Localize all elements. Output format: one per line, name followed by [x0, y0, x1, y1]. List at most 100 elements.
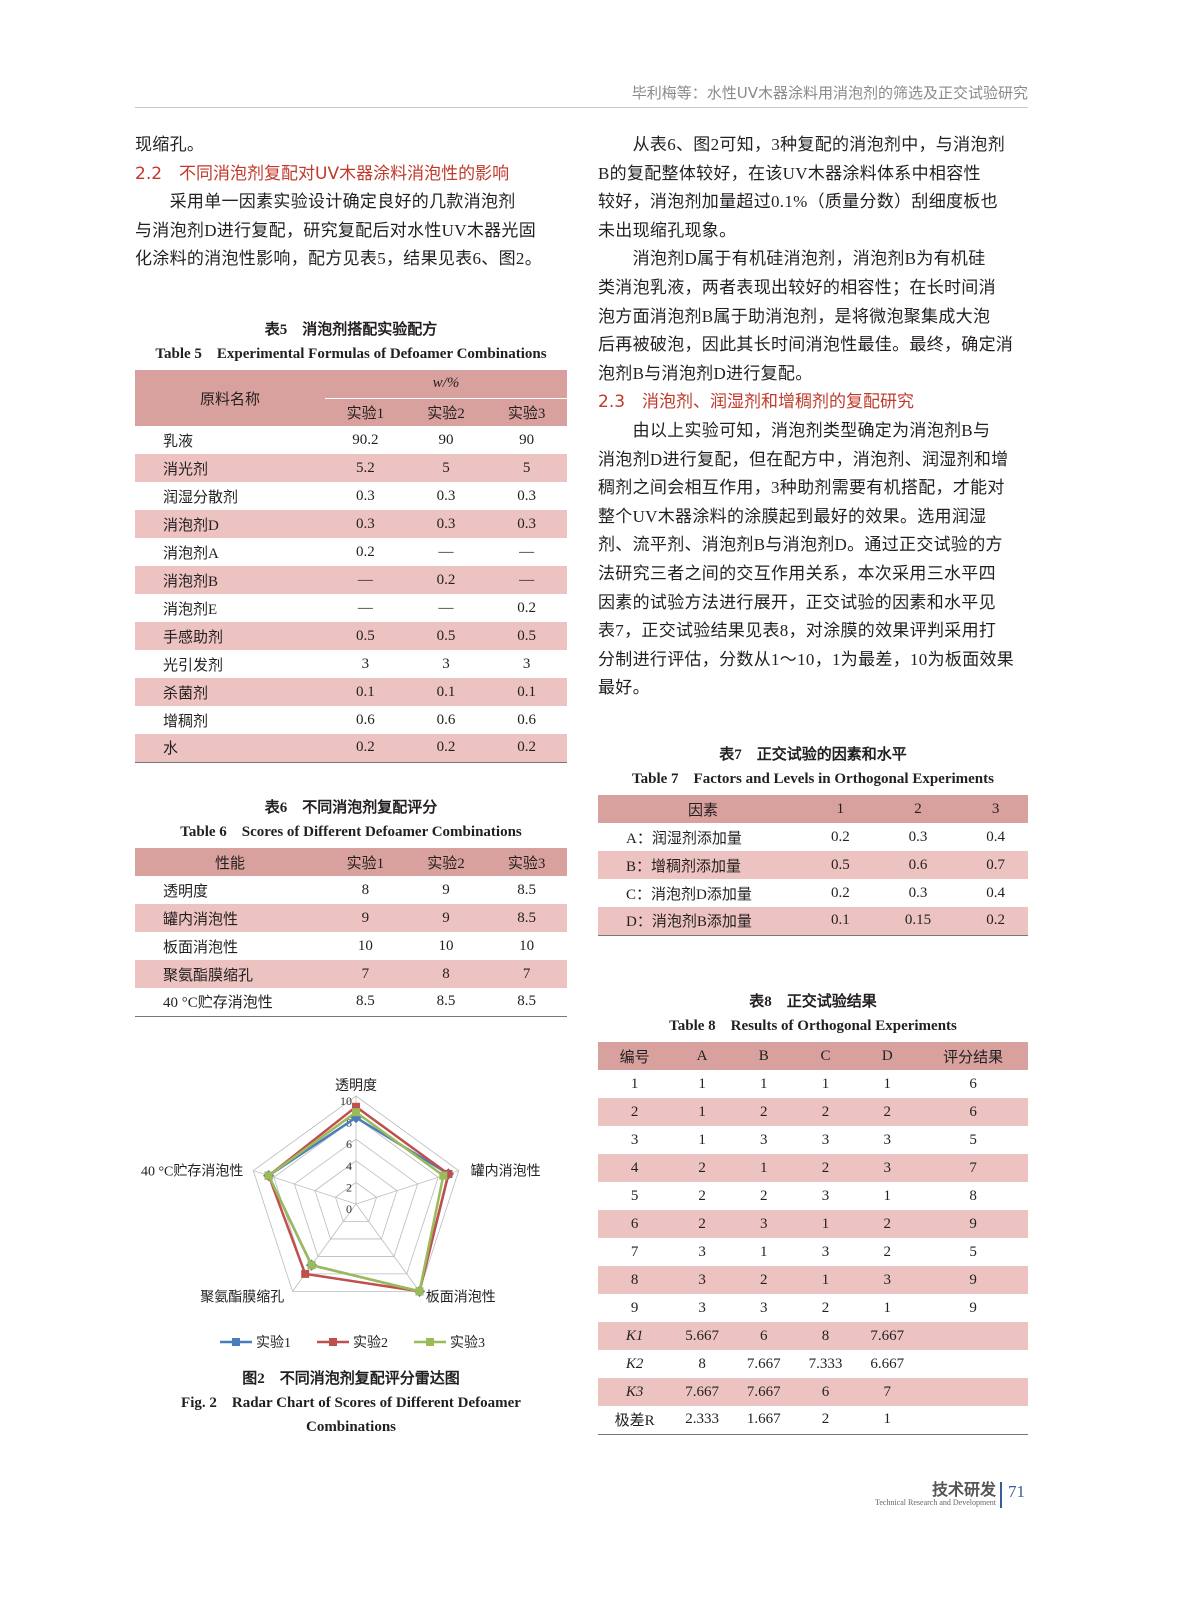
table-cell: B	[758, 1047, 769, 1064]
text-line: 现缩孔。	[135, 135, 205, 154]
table-row: 1 1 1 1 1 6	[598, 1070, 1028, 1098]
table8: 编号 A B C D 评分结果 1 1 1 1 1 6 2 1 2 2 2 6 3 1 3 3 3 5 4 2 1 2 3 7 5 2 2 3 1 8…	[598, 1042, 1028, 1435]
table-row: C：消泡剂D添加量 0.2 0.3 0.4	[598, 879, 1028, 907]
text-line: 化涂料的消泡性影响，配方见表5，结果见表6、图2。	[135, 249, 542, 269]
page-number: 71	[1000, 1482, 1025, 1508]
table-cell: 水	[163, 741, 179, 758]
table-cell: 1	[883, 1075, 892, 1092]
text-line: 表7，正交试验结果见表8，对涂膜的效果评判采用打	[598, 621, 997, 641]
table-cell: 罐内消泡性	[163, 911, 239, 928]
table-cell: C：消泡剂D添加量	[626, 886, 752, 903]
table-cell: A：润湿剂添加量	[626, 830, 742, 847]
table-cell	[918, 1350, 1028, 1378]
table-cell: 杀菌剂	[163, 685, 209, 702]
table-cell: 0.5	[436, 627, 456, 644]
table-row: 3 1 3 3 3 5	[598, 1126, 1028, 1154]
grid-ring	[314, 1160, 398, 1240]
running-header: 毕利梅等：水性UV木器涂料用消泡剂的筛选及正交试验研究	[135, 82, 1028, 108]
table-cell: 7.667	[685, 1383, 719, 1400]
table-cell: 1	[821, 1215, 830, 1232]
table-cell: 1	[698, 1075, 706, 1092]
text-line: 采用单一因素实验设计确定良好的几款消泡剂	[135, 192, 516, 212]
table-cell	[918, 1378, 1028, 1406]
grid-ring	[252, 1095, 460, 1292]
table-cell: 8	[361, 881, 370, 898]
table-cell: 90	[438, 431, 454, 448]
caption-cn: 图2 不同消泡剂复配评分雷达图	[242, 1371, 460, 1387]
text-line: 法研究三者之间的交互作用关系，本次采用三水平四	[598, 563, 996, 583]
table-row: K1 5.667 6 8 7.667	[598, 1322, 1028, 1350]
axis-label: 罐内消泡性	[471, 1164, 541, 1180]
table-cell: C	[820, 1047, 831, 1064]
axis-label: 透明度	[335, 1078, 377, 1094]
table-cell: 7	[522, 965, 531, 982]
table-row: 透明度 8 9 8.5	[135, 876, 567, 904]
table-cell: 9	[969, 1215, 977, 1232]
data-point	[352, 1102, 360, 1111]
table-cell: 0.3	[908, 884, 928, 901]
table-row: 罐内消泡性 9 9 8.5	[135, 904, 567, 932]
table6: 性能 实验1 实验2 实验3 透明度 8 9 8.5 罐内消泡性 9 9 8.5 板面消泡性 10 10 10…	[135, 848, 567, 1017]
table-cell: 原料名称	[199, 391, 260, 408]
table-cell: 8	[442, 965, 450, 982]
table-cell: 2.333	[685, 1411, 719, 1428]
table-cell: 8.5	[517, 881, 537, 898]
table-cell: 实验1	[346, 855, 385, 872]
table5-caption: 表5 消泡剂搭配实验配方 Table 5 Experimental Formul…	[135, 318, 567, 366]
table-cell: 3	[760, 1299, 768, 1316]
data-point	[264, 1171, 273, 1180]
table-cell: 9	[630, 1299, 639, 1316]
footer-section-en: Technical Research and Development	[875, 1498, 996, 1507]
text-line: 消泡剂D属于有机硅消泡剂，消泡剂B为有机硅	[598, 249, 986, 269]
paragraph: 采用单一因素实验设计确定良好的几款消泡剂 与消泡剂D进行复配，研究复配后对水性UV…	[135, 188, 542, 274]
table-cell: 8.5	[517, 909, 537, 926]
table-row: 7 3 1 3 2 5	[598, 1238, 1028, 1266]
table-cell: 实验1	[346, 405, 385, 422]
caption-cn: 表8 正交试验结果	[749, 994, 877, 1010]
axis-label: 40 °C贮存消泡性	[141, 1164, 243, 1180]
table-row: 4 2 1 2 3 7	[598, 1154, 1028, 1182]
legend-marker	[426, 1338, 434, 1346]
table-cell: 3	[821, 1131, 830, 1148]
table-cell: 板面消泡性	[163, 939, 239, 956]
table-cell: 3	[630, 1131, 639, 1148]
table-cell: 7.333	[808, 1355, 843, 1372]
table-cell: B：增稠剂添加量	[626, 858, 742, 875]
table-cell: 2	[698, 1159, 706, 1176]
table-cell: 1	[760, 1243, 768, 1260]
table7: 因素 1 2 3 A：润湿剂添加量 0.2 0.3 0.4 B：增稠剂添加量 0.5 0.6 0.7 C…	[598, 795, 1028, 936]
text-line: 分制进行评估，分数从1～10，1为最差，10为板面效果	[598, 649, 1015, 669]
table-cell: 5.2	[355, 459, 375, 476]
table-row: 消泡剂D 0.3 0.3 0.3	[135, 510, 567, 538]
table-row: 增稠剂 0.6 0.6 0.6	[135, 706, 567, 734]
table-cell: 8.5	[436, 993, 456, 1010]
table-cell: 7.667	[746, 1355, 781, 1372]
table-cell: 7.667	[870, 1327, 905, 1344]
table-cell: 实验2	[427, 405, 465, 422]
tick-label: 0	[346, 1202, 352, 1216]
table-cell: 0.6	[908, 856, 928, 873]
table-cell: 0.7	[986, 856, 1006, 873]
legend-marker	[329, 1338, 337, 1346]
table-cell: 1	[698, 1103, 706, 1120]
table-cell: 2	[883, 1103, 892, 1120]
table-cell: —	[438, 599, 454, 616]
text-line: 泡方面消泡剂B属于助消泡剂，是将微泡聚集成大泡	[598, 306, 991, 326]
text-line: 因素的试验方法进行展开，正交试验的因素和水平见	[598, 592, 996, 612]
table-cell: 3	[760, 1131, 768, 1148]
table-cell: 消光剂	[163, 461, 209, 478]
text-line: 后再被破泡，因此其长时间消泡性最佳。最终，确定消	[598, 335, 1014, 355]
table-cell: 消泡剂D	[163, 517, 219, 534]
table-row: 润湿分散剂 0.3 0.3 0.3	[135, 482, 567, 510]
tick-label: 6	[346, 1137, 352, 1151]
caption-cn: 表6 不同消泡剂复配评分	[264, 800, 438, 816]
table-cell: 3	[442, 655, 450, 672]
table-cell: 0.2	[436, 739, 456, 756]
table-cell: 3	[991, 800, 1000, 817]
table-cell: 8.5	[517, 993, 537, 1010]
table-cell: 0.3	[355, 515, 375, 532]
legend-label: 实验3	[450, 1335, 485, 1351]
table-row: 消光剂 5.2 5 5	[135, 454, 567, 482]
table-cell: 极差R	[614, 1413, 655, 1430]
